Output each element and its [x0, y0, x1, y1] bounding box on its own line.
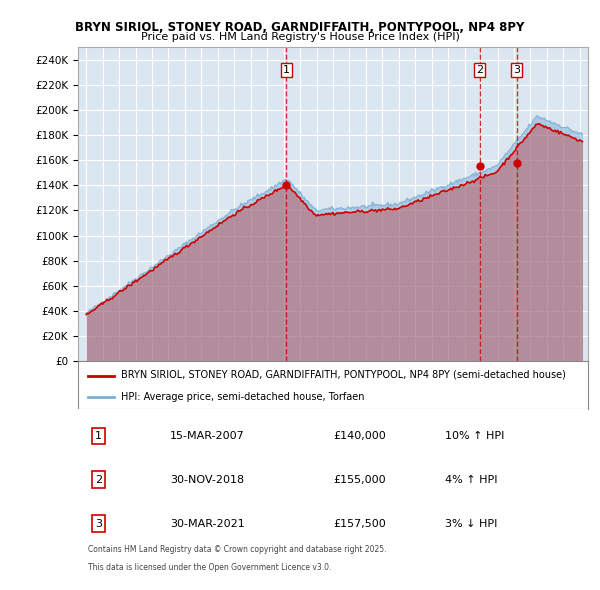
Text: 30-MAR-2021: 30-MAR-2021	[170, 519, 245, 529]
Text: 2: 2	[476, 65, 483, 75]
Text: 15-MAR-2007: 15-MAR-2007	[170, 431, 245, 441]
Text: 2: 2	[95, 475, 102, 485]
Text: 3% ↓ HPI: 3% ↓ HPI	[445, 519, 497, 529]
Text: Price paid vs. HM Land Registry's House Price Index (HPI): Price paid vs. HM Land Registry's House …	[140, 32, 460, 42]
Text: 1: 1	[95, 431, 102, 441]
Text: HPI: Average price, semi-detached house, Torfaen: HPI: Average price, semi-detached house,…	[121, 392, 365, 402]
Text: 4% ↑ HPI: 4% ↑ HPI	[445, 475, 498, 485]
Text: 3: 3	[513, 65, 520, 75]
Text: BRYN SIRIOL, STONEY ROAD, GARNDIFFAITH, PONTYPOOL, NP4 8PY: BRYN SIRIOL, STONEY ROAD, GARNDIFFAITH, …	[76, 21, 524, 34]
Text: Contains HM Land Registry data © Crown copyright and database right 2025.: Contains HM Land Registry data © Crown c…	[88, 545, 387, 554]
Text: 30-NOV-2018: 30-NOV-2018	[170, 475, 244, 485]
Text: 1: 1	[283, 65, 290, 75]
Text: £157,500: £157,500	[333, 519, 386, 529]
Text: £155,000: £155,000	[333, 475, 386, 485]
Text: BRYN SIRIOL, STONEY ROAD, GARNDIFFAITH, PONTYPOOL, NP4 8PY (semi-detached house): BRYN SIRIOL, STONEY ROAD, GARNDIFFAITH, …	[121, 369, 566, 379]
Text: 10% ↑ HPI: 10% ↑ HPI	[445, 431, 505, 441]
Text: £140,000: £140,000	[333, 431, 386, 441]
Text: 3: 3	[95, 519, 102, 529]
Text: This data is licensed under the Open Government Licence v3.0.: This data is licensed under the Open Gov…	[88, 563, 332, 572]
